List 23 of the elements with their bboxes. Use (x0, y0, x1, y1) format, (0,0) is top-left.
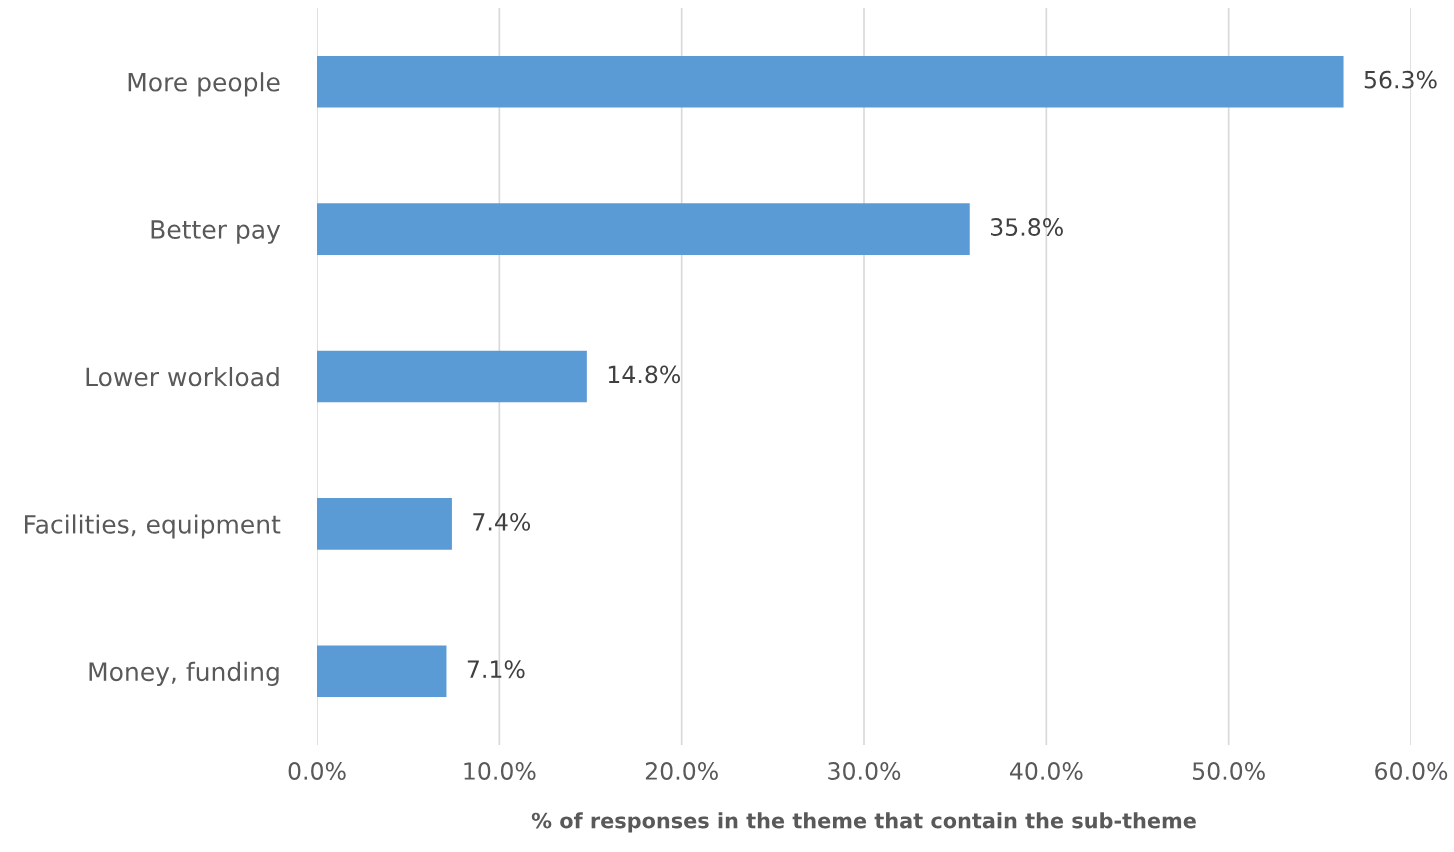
data-label: 14.8% (608, 365, 680, 384)
y-tick-label: Better pay (151, 220, 281, 244)
y-tick-label: Facilities, equipment (25, 514, 281, 539)
bar (317, 203, 970, 255)
data-label: 35.8% (991, 218, 1063, 236)
x-tick-label: 20.0% (645, 762, 718, 780)
data-label: 56.3% (1364, 70, 1437, 89)
x-tick-label: 60.0% (1375, 762, 1448, 780)
x-tick-label: 50.0% (1192, 762, 1265, 780)
x-tick-label: 30.0% (828, 762, 901, 780)
x-axis-title: % of responses in the theme that contain the sub-theme (531, 812, 1196, 833)
bar (317, 350, 587, 403)
y-tick-label: Money, funding (89, 661, 279, 686)
x-tick-label: 0.0% (288, 762, 346, 780)
y-tick-label: More people (128, 72, 280, 97)
x-tick-label: 40.0% (1009, 762, 1083, 780)
x-tick-label: 10.0% (464, 762, 536, 780)
data-label: 7.1% (467, 660, 525, 679)
data-label: 7.4% (473, 512, 531, 531)
bar (317, 498, 452, 550)
bar (317, 645, 447, 698)
y-tick-label: Lower workload (86, 367, 279, 387)
bar (317, 55, 1344, 108)
